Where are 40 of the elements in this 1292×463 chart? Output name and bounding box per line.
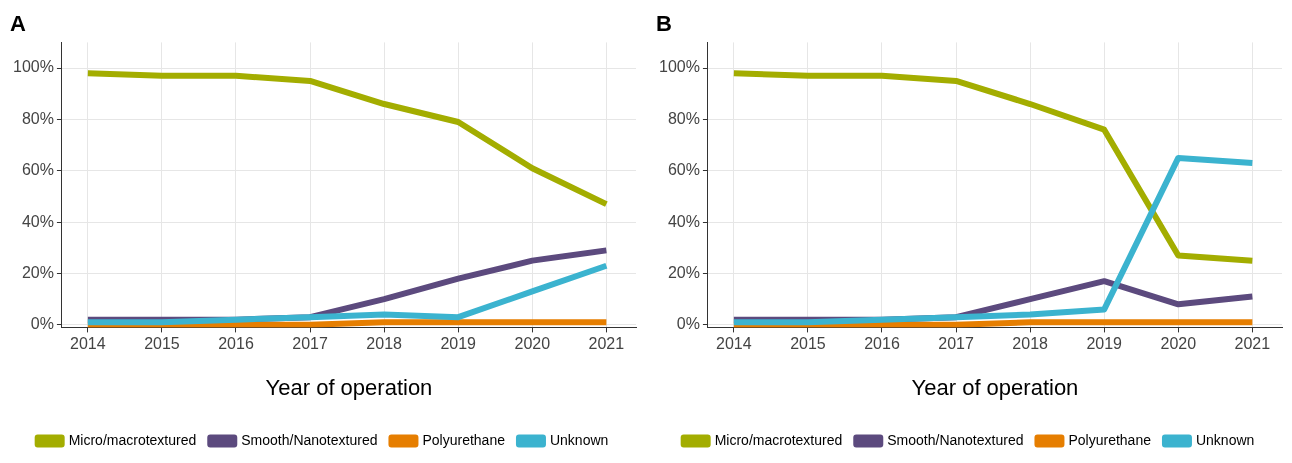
x-axis-title: Year of operation — [911, 374, 1079, 400]
x-tick-label: 2020 — [514, 335, 551, 353]
y-tick-label: 20% — [667, 263, 700, 281]
legend-label: Micro/macrotextured — [68, 431, 197, 448]
legend-label: Unknown — [549, 431, 609, 448]
y-tick-label: 100% — [659, 58, 700, 76]
x-tick-label: 2020 — [1160, 335, 1197, 353]
legend-label: Unknown — [1195, 431, 1255, 448]
x-tick-label: 2019 — [440, 335, 477, 353]
chart-title: B — [656, 11, 672, 37]
x-tick-label: 2015 — [790, 335, 826, 353]
x-tick-label: 2015 — [144, 335, 180, 353]
y-tick-label: 80% — [21, 109, 54, 127]
chart-title: A — [10, 11, 26, 37]
x-tick-label: 2016 — [864, 335, 900, 353]
x-tick-label: 2021 — [588, 335, 625, 353]
legend-label: Smooth/Nanotextured — [887, 431, 1024, 448]
x-tick-label: 2019 — [1086, 335, 1123, 353]
y-tick-label: 60% — [21, 161, 54, 179]
x-tick-label: 2017 — [938, 335, 974, 353]
y-tick-label: 0% — [676, 315, 700, 333]
legend-label: Micro/macrotextured — [714, 431, 843, 448]
legend-label: Polyurethane — [422, 431, 506, 448]
y-tick-label: 0% — [30, 315, 54, 333]
x-tick-label: 2021 — [1234, 335, 1271, 353]
x-tick-label: 2017 — [292, 335, 328, 353]
x-tick-label: 2018 — [1012, 335, 1049, 353]
legend-label: Smooth/Nanotextured — [241, 431, 378, 448]
x-tick-label: 2014 — [716, 335, 752, 353]
legend-label: Polyurethane — [1068, 431, 1152, 448]
y-tick-label: 80% — [667, 109, 700, 127]
x-tick-label: 2016 — [218, 335, 254, 353]
y-tick-label: 100% — [13, 58, 54, 76]
y-tick-label: 60% — [667, 161, 700, 179]
y-tick-label: 40% — [667, 212, 700, 230]
x-tick-label: 2018 — [366, 335, 403, 353]
y-tick-label: 40% — [21, 212, 54, 230]
y-tick-label: 20% — [21, 263, 54, 281]
x-axis-title: Year of operation — [265, 374, 433, 400]
x-tick-label: 2014 — [70, 335, 106, 353]
